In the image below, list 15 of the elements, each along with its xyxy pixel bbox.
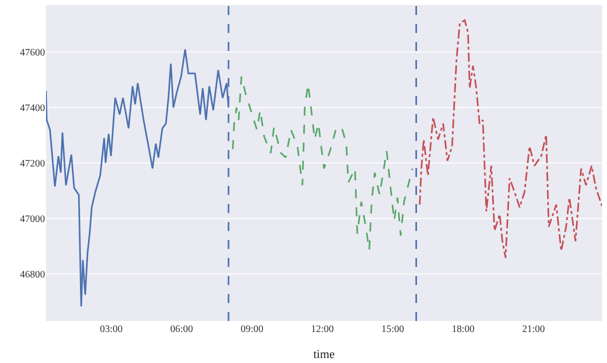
line-series xyxy=(232,76,414,251)
x-tick-label: 06:00 xyxy=(170,324,193,335)
line-series xyxy=(418,19,602,259)
x-axis-title: time xyxy=(313,346,335,361)
x-tick-label: 03:00 xyxy=(100,324,123,335)
x-tick-label: 18:00 xyxy=(452,324,475,335)
y-tick-label: 47600 xyxy=(20,48,45,59)
x-tick-label: 09:00 xyxy=(240,324,264,335)
x-tick-label: 21:00 xyxy=(522,324,545,335)
y-tick-label: 47400 xyxy=(20,103,45,114)
y-tick-label: 47000 xyxy=(20,214,45,225)
x-tick-label: 15:00 xyxy=(381,324,404,335)
y-tick-label: 47200 xyxy=(20,158,45,170)
y-tick-label: 46800 xyxy=(20,269,45,280)
x-tick-label: 12:00 xyxy=(310,324,334,335)
